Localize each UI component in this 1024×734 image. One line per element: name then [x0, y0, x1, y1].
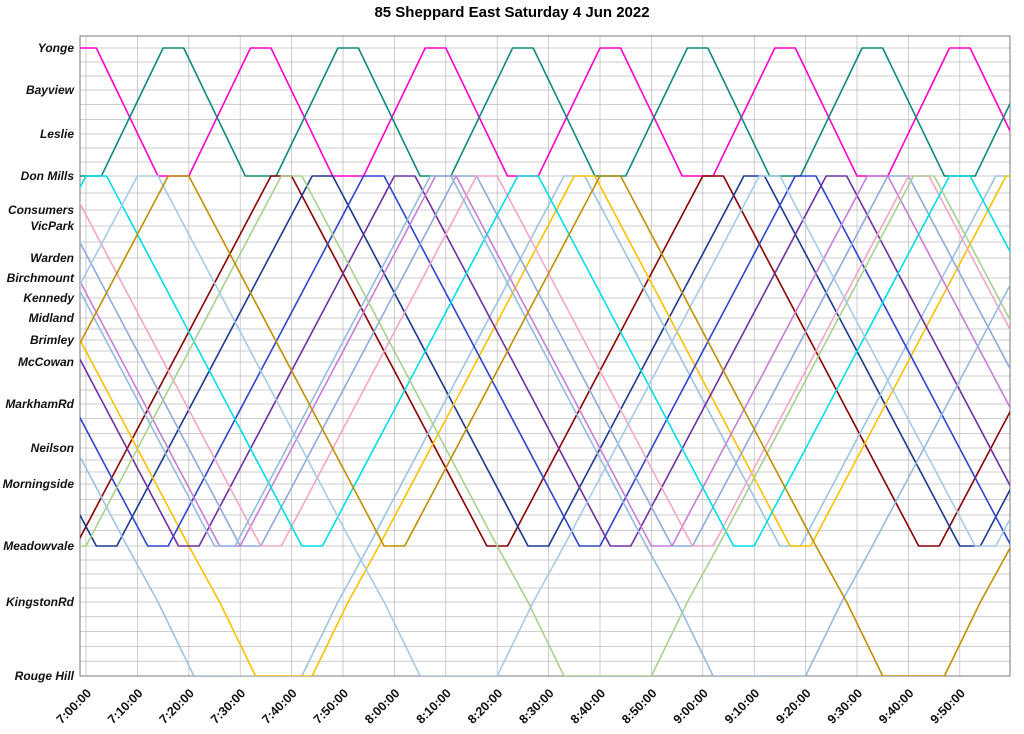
station-label: Consumers [8, 203, 74, 217]
plot-border [79, 35, 1011, 677]
time-tick-label: 8:10:00 [414, 686, 454, 726]
trip-line-run-orchid [80, 175, 1010, 547]
time-tick-label: 9:30:00 [825, 686, 865, 726]
trip-line-run-lightblue-a [80, 175, 1010, 676]
trip-line-run-gold [80, 175, 1010, 676]
station-label: Birchmount [7, 271, 75, 285]
trip-line-run-lightgreen [80, 175, 1010, 676]
station-label: Rouge Hill [15, 669, 75, 683]
station-label: Midland [29, 311, 75, 325]
trip-line-run-violet [80, 175, 1010, 547]
station-label: Morningside [3, 477, 75, 491]
station-label: Kennedy [23, 291, 75, 305]
station-label: Brimley [30, 333, 75, 347]
time-tick-labels: 7:00:00 7:10:00 7:20:00 7:30:00 7:40:00 7:50:… [54, 686, 968, 726]
station-label: Yonge [38, 41, 75, 55]
time-tick-label: 7:40:00 [259, 686, 299, 726]
time-tick-label: 8:00:00 [362, 686, 402, 726]
trip-line-run-darkgold [80, 175, 1010, 676]
time-tick-label: 7:20:00 [157, 686, 197, 726]
station-label: Meadowvale [3, 539, 74, 553]
trip-line-run-lightblue-b [80, 175, 1010, 676]
trip-line-run-periwinkle [80, 175, 1010, 547]
trip-lines [80, 47, 1010, 676]
trip-line-shuttle-a [80, 47, 1010, 177]
station-label: Neilson [31, 441, 74, 455]
trip-line-run-mediumblue [80, 175, 1010, 547]
station-label: Leslie [40, 127, 74, 141]
trip-line-shuttle-b [80, 47, 1010, 177]
time-tick-label: 7:30:00 [208, 686, 248, 726]
time-tick-label: 8:20:00 [465, 686, 505, 726]
station-label: Don Mills [21, 169, 75, 183]
time-tick-label: 7:10:00 [105, 686, 145, 726]
time-tick-label: 7:50:00 [311, 686, 351, 726]
time-tick-label: 9:00:00 [671, 686, 711, 726]
trip-line-run-lightblue-c [80, 175, 1010, 676]
time-tick-label: 7:00:00 [54, 686, 94, 726]
chart-title: 85 Sheppard East Saturday 4 Jun 2022 [374, 4, 650, 21]
station-label: MarkhamRd [5, 397, 74, 411]
station-label: Bayview [26, 83, 75, 97]
time-tick-label: 8:50:00 [619, 686, 659, 726]
time-tick-label: 8:40:00 [568, 686, 608, 726]
trip-line-run-cyan [80, 175, 1010, 547]
station-label: Warden [30, 251, 74, 265]
station-label: McCowan [18, 355, 74, 369]
station-label: KingstonRd [6, 595, 75, 609]
time-tick-label: 8:30:00 [516, 686, 556, 726]
time-tick-label: 9:50:00 [928, 686, 968, 726]
time-tick-label: 9:10:00 [722, 686, 762, 726]
station-label: VicPark [30, 219, 75, 233]
station-labels: Yonge Bayview Leslie Don Mills Consumers VicP… [3, 41, 76, 683]
trip-line-run-navy [80, 175, 1010, 547]
time-tick-label: 9:20:00 [773, 686, 813, 726]
time-tick-label: 9:40:00 [876, 686, 916, 726]
